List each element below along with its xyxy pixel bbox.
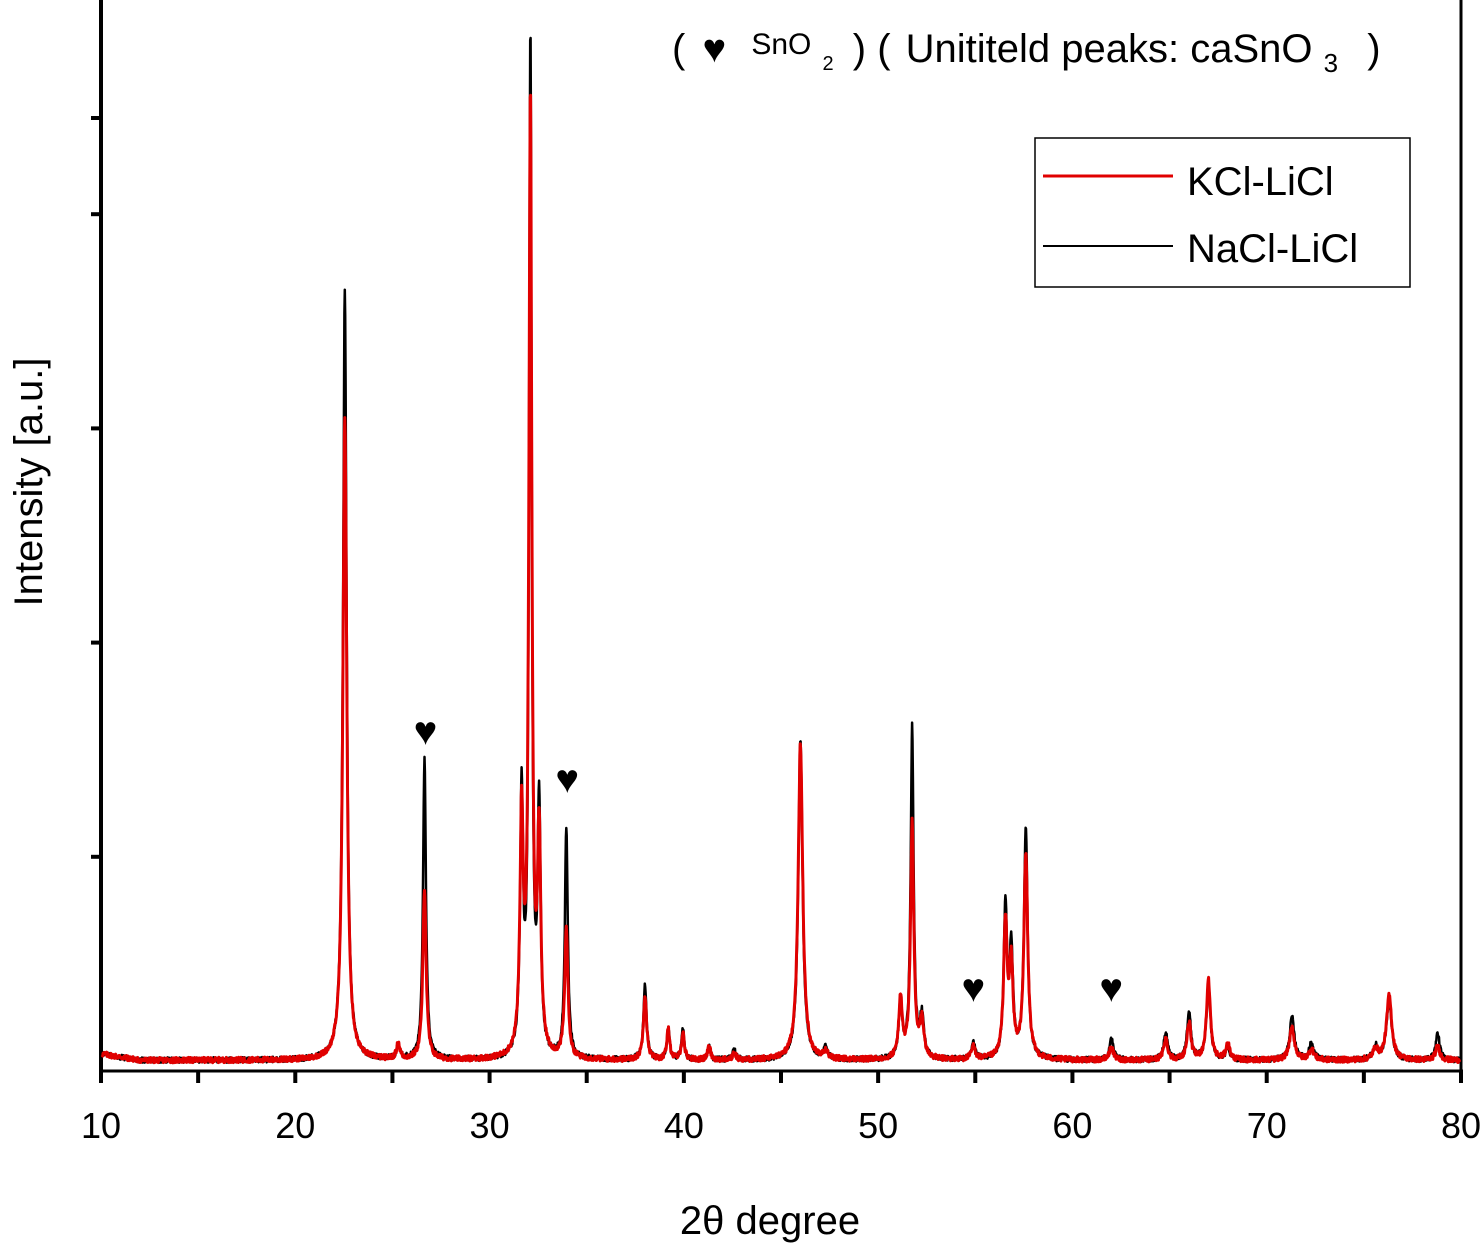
annotation-casno3-subscript: 3 [1324,48,1338,78]
x-axis-label-two: 2 [680,1199,702,1243]
sno2-heart-icon-3: ♥ [1099,966,1123,1010]
x-axis-label-degree: degree [724,1199,860,1243]
x-axis-label: 2θ degree [680,1199,860,1243]
legend-label-kcl-licl: KCl-LiCl [1187,160,1334,204]
annotation-open-paren-1: ( [672,27,686,71]
annotation-open-paren-2: ( [877,27,891,71]
series-layer [100,36,1462,1065]
y-axis-label: Intensity [a.u.] [7,357,51,606]
annotation-close-paren-2: ) [1367,27,1380,71]
annotation-phase-sno2-subscript: 2 [822,53,833,75]
legend: KCl-LiCl NaCl-LiCl [1034,137,1411,288]
x-tick-label-30: 30 [470,1105,510,1146]
x-tick-label-50: 50 [858,1105,898,1146]
x-ticks: 10 20 30 40 50 60 70 80 [81,1071,1481,1146]
x-tick-label-70: 70 [1247,1105,1287,1146]
series-line-kcl-licl [100,93,1462,1065]
legend-box [1034,137,1411,288]
x-tick-label-60: 60 [1052,1105,1092,1146]
annotation-close-paren-1: ) [853,27,866,71]
x-tick-label-80: 80 [1441,1105,1481,1146]
legend-label-nacl-licl: NaCl-LiCl [1187,227,1358,271]
phase-annotation: ( ♥ SnO 2 ) ( Unititeld peaks: caSnO 3 ) [672,19,1381,81]
x-axis-label-theta: θ [702,1199,724,1243]
annotation-phase-sno2: SnO [751,28,811,61]
annotation-heart-icon: ♥ [702,27,726,71]
x-tick-label-10: 10 [81,1105,121,1146]
sno2-heart-icon-0: ♥ [414,709,438,753]
annotation-unlisted-peaks: Unititeld peaks: caSnO [906,27,1313,71]
sno2-marker-layer: ♥ ♥ ♥ ♥ [414,709,1124,1010]
x-tick-label-20: 20 [275,1105,315,1146]
sno2-heart-icon-2: ♥ [961,966,985,1010]
y-ticks [91,116,101,859]
sno2-heart-icon-1: ♥ [555,758,579,802]
x-tick-label-40: 40 [664,1105,704,1146]
